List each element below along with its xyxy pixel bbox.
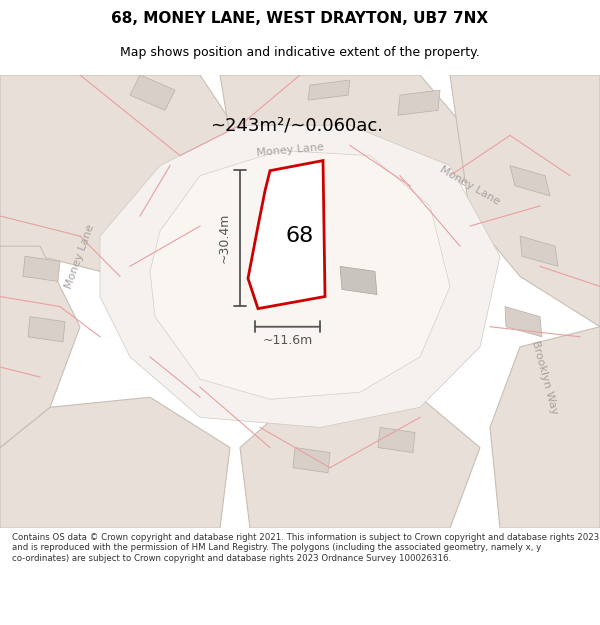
Polygon shape bbox=[28, 317, 65, 342]
Polygon shape bbox=[150, 151, 450, 399]
Text: Money Lane: Money Lane bbox=[64, 222, 96, 290]
Polygon shape bbox=[0, 75, 240, 276]
Text: Map shows position and indicative extent of the property.: Map shows position and indicative extent… bbox=[120, 46, 480, 59]
Polygon shape bbox=[450, 75, 600, 327]
Polygon shape bbox=[130, 75, 175, 110]
Polygon shape bbox=[23, 256, 60, 281]
Polygon shape bbox=[520, 236, 558, 266]
Polygon shape bbox=[248, 161, 325, 309]
Polygon shape bbox=[510, 166, 550, 196]
Text: Brooklyn Way: Brooklyn Way bbox=[530, 339, 560, 415]
Text: ~30.4m: ~30.4m bbox=[218, 213, 230, 263]
Polygon shape bbox=[308, 80, 350, 100]
Polygon shape bbox=[340, 266, 377, 294]
Polygon shape bbox=[505, 307, 542, 337]
Polygon shape bbox=[100, 126, 500, 428]
Polygon shape bbox=[398, 90, 440, 115]
Polygon shape bbox=[0, 398, 230, 528]
Text: 68: 68 bbox=[286, 226, 314, 246]
Text: ~11.6m: ~11.6m bbox=[262, 334, 313, 348]
Text: 68, MONEY LANE, WEST DRAYTON, UB7 7NX: 68, MONEY LANE, WEST DRAYTON, UB7 7NX bbox=[112, 11, 488, 26]
Text: Contains OS data © Crown copyright and database right 2021. This information is : Contains OS data © Crown copyright and d… bbox=[12, 533, 599, 562]
Polygon shape bbox=[378, 428, 415, 452]
Text: Money Lane: Money Lane bbox=[438, 164, 502, 207]
Text: ~243m²/~0.060ac.: ~243m²/~0.060ac. bbox=[210, 116, 383, 134]
Polygon shape bbox=[220, 75, 480, 246]
Polygon shape bbox=[293, 448, 330, 472]
Text: Money Lane: Money Lane bbox=[256, 142, 324, 159]
Polygon shape bbox=[490, 327, 600, 528]
Polygon shape bbox=[270, 266, 312, 296]
Polygon shape bbox=[0, 246, 80, 448]
Polygon shape bbox=[240, 377, 480, 528]
